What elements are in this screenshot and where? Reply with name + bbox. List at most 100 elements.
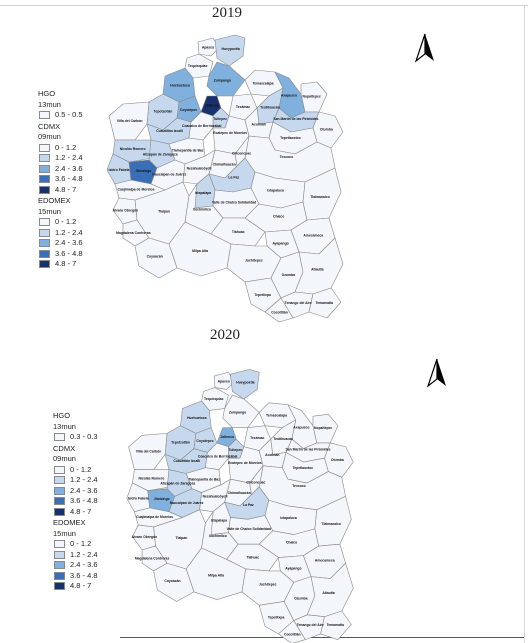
legend-group-count: 13mun [53,421,76,431]
municipality-label: San Martín de las Pirámides [273,117,318,121]
municipality-area [320,610,352,640]
municipality-label: Chalco [273,214,284,218]
legend-class-label: 4.8 - 7 [70,581,92,590]
municipality-label: Nicolás Romero [138,476,164,480]
municipality-label: Coacalco de Berriozábal [182,124,221,128]
municipality-label: Coacalco de Berriozábal [198,454,237,458]
legend-class-label: 1.2 - 2.4 [70,549,98,559]
municipality-label: Xochimilco [193,208,211,212]
legend-class: 1.2 - 2.4 [38,228,83,239]
municipality-label: Cocotitlán [271,311,288,315]
legend-class: 4.8 - 7 [38,185,83,196]
municipality-label: Zumpango [229,411,246,415]
municipality-label: Tepetlaoxtoc [292,466,313,470]
municipality-label: Tláhuac [246,556,259,560]
municipality-label: Juchitepec [259,583,277,587]
municipality-label: Nopaltepec [314,426,332,430]
legend-group-title: HGO [38,89,56,98]
municipality-label: Nicolás Romero [120,147,146,151]
legend-swatch [39,175,50,184]
municipality-label: Huehuetoca [170,84,190,88]
municipality-label: Cocotitlán [284,632,301,636]
legend-class: 0.3 - 0.3 [53,432,98,443]
municipality-label: Axapusco [281,94,297,98]
municipality-label: Temamatla [326,623,344,627]
legend-class: 0 - 1.2 [53,539,98,550]
municipality-label: Temascalapa [252,81,273,85]
municipality-area [206,61,246,97]
municipality-label: Ecatepec de Morelos [228,461,262,465]
municipality-label: Xochimilco [209,534,227,538]
municipality-label: Hueypoxtla [236,381,254,385]
municipality-label: Villa del Carbón [117,119,143,123]
municipality-label: Temascalapa [266,414,287,418]
legend-class: 2.4 - 3.6 [53,486,98,497]
municipality-label: Milpa Alta [192,249,208,253]
legend-class-label: 3.6 - 4.8 [70,496,98,505]
north-arrow-icon [427,358,446,388]
municipality-label: Tláhuac [232,230,245,234]
legend-class-label: 0 - 1.2 [70,539,92,548]
legend-class: 2.4 - 3.6 [38,238,83,249]
legend-class-label: 2.4 - 3.6 [55,163,83,173]
municipality-label: Amecameca [303,233,323,237]
legend-class-label: 1.2 - 2.4 [55,227,83,237]
legend-swatch [54,582,65,591]
legend-class-label: 0 - 1.2 [70,464,92,474]
legend-class: 1.2 - 2.4 [53,550,98,561]
municipality-label: Valle de Chalco Solidaridad [212,200,256,204]
municipality-label: Amecameca [315,559,335,563]
municipality-label: Naucalpan de Juárez [170,501,204,505]
municipality-label: Coyoacán [164,579,180,583]
legend-swatch [39,260,50,269]
frame-line-bottom [120,637,524,638]
legend-class: 2.4 - 3.6 [38,164,83,175]
municipality-label: Tlalnepantla de Baz [172,148,204,152]
municipality-label: Nopaltepec [303,94,321,98]
frame-line-right [524,5,525,643]
legend-swatch [54,476,65,485]
legend-class-label: 0 - 1.2 [55,217,77,226]
municipality-area [278,620,306,643]
legend-class: 1.2 - 2.4 [38,153,83,164]
legend-class: 1.2 - 2.4 [53,475,98,486]
municipality-label: Álvaro Obregón [132,534,158,539]
municipality-label: Huehuetoca [187,416,207,420]
municipality-label: Tepetlixpa [254,293,271,297]
legend-class-label: 4.8 - 7 [70,506,92,516]
municipality-label: Tepotzotlán [154,110,173,114]
legend-group-title: CDMX [38,121,61,131]
municipality-area [214,34,246,67]
legend-swatch [54,561,65,570]
municipality-label: Tlalpan [158,210,170,214]
municipality-label: Axapusco [293,425,309,429]
municipality-label: Álvaro Obregón [113,207,139,212]
municipality-label: Tecámac [236,105,250,109]
legend-class-label: 3.6 - 4.8 [55,248,83,258]
legend-swatch [39,154,50,163]
municipality-label: Texcoco [280,155,294,159]
municipality-label: Acolman [265,453,279,457]
legend-swatch [39,218,50,227]
legend-class-label: 3.6 - 4.8 [70,570,98,580]
municipality-label: Cuajimalpa de Morelos [118,187,155,191]
legend-group: HGO 13mun 0.3 - 0.3 [53,411,98,443]
municipality-label: Chalco [286,541,297,545]
legend-class-label: 2.4 - 3.6 [70,560,98,569]
legend-class-label: 0 - 1.2 [55,142,77,152]
legend-swatch [39,228,50,237]
legend-class: 0 - 1.2 [38,217,83,228]
municipality-label: Chimalhuacán [213,162,236,166]
municipality-label: Apaxco [202,46,214,50]
municipality-label: Tequixquiac [204,397,224,401]
municipality-label: Ayapango [272,242,288,246]
legend-group-count: 09mun [53,454,76,463]
legend-group: CDMX 09mun 0 - 1.2 1.2 - 2.4 2.4 - 3.6 3.6 - … [53,444,98,518]
municipality-label: Temamatla [315,301,333,305]
legend-group: HGO 13mun 0.5 - 0.5 [38,89,83,121]
map-title-2019: 2019 [212,5,242,21]
municipality-label: Tultepec [213,117,227,121]
municipality-label: Ixtapaluca [280,516,297,520]
municipality-label: Cuautitlán Izcalli [173,459,200,463]
municipality-label: Cuautitlán Izcalli [156,129,183,133]
